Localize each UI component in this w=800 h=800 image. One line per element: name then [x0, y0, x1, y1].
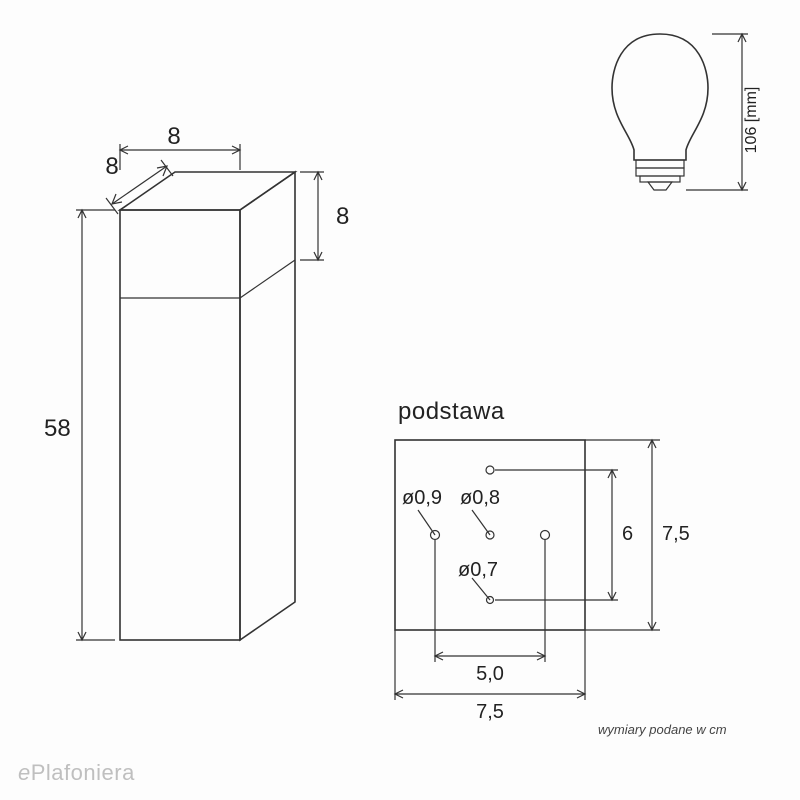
watermark-e: e [18, 760, 31, 785]
watermark: ePlafoniera [18, 760, 135, 786]
units-note: wymiary podane w cm [598, 722, 727, 737]
dim-inner-h: 6 [622, 523, 633, 545]
dim-outer-w: 7,5 [476, 701, 504, 723]
diam-09: ø0,9 [402, 487, 442, 509]
dim-outer-h: 7,5 [662, 523, 690, 545]
base-drawing: ø0,9 ø0,8 ø0,7 5,0 7,5 6 7,5 [0, 0, 800, 800]
diam-07: ø0,7 [458, 559, 498, 581]
watermark-rest: Plafoniera [31, 760, 135, 785]
dim-inner-w: 5,0 [476, 663, 504, 685]
diam-08: ø0,8 [460, 487, 500, 509]
